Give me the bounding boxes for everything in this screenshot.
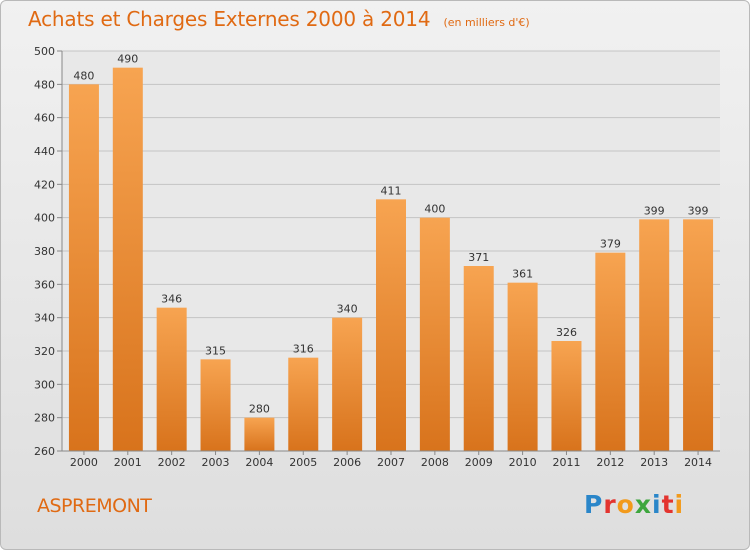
x-tick-label-2000: 2000 (70, 456, 98, 469)
bar-2008 (419, 217, 450, 451)
bar-2013 (639, 219, 670, 451)
data-label-2013: 399 (644, 204, 665, 217)
y-tick-label: 440 (34, 145, 55, 158)
bar-2011 (551, 341, 582, 451)
x-tick-label-2011: 2011 (552, 456, 580, 469)
y-tick-label: 380 (34, 245, 55, 258)
x-tick-label-2001: 2001 (114, 456, 142, 469)
data-label-2005: 316 (293, 343, 314, 356)
data-label-2006: 340 (337, 303, 358, 316)
x-tick-label-2012: 2012 (596, 456, 624, 469)
bar-2010 (507, 282, 538, 451)
data-label-2010: 361 (512, 268, 533, 281)
x-tick-label-2002: 2002 (158, 456, 186, 469)
y-tick-label: 300 (34, 378, 55, 391)
data-label-2004: 280 (249, 403, 270, 416)
y-tick-label: 260 (34, 445, 55, 458)
bar-2002 (156, 307, 187, 451)
brand-letter: i (652, 490, 662, 519)
title-row: Achats et Charges Externes 2000 à 2014 (… (28, 7, 530, 31)
x-tick-label-2007: 2007 (377, 456, 405, 469)
data-label-2011: 326 (556, 326, 577, 339)
x-tick-label-2005: 2005 (289, 456, 317, 469)
bar-2009 (463, 266, 494, 451)
x-tick-label-2004: 2004 (245, 456, 273, 469)
x-tick-label-2010: 2010 (509, 456, 537, 469)
bar-2005 (288, 357, 319, 451)
data-label-2007: 411 (381, 184, 402, 197)
data-label-2003: 315 (205, 344, 226, 357)
bar-2006 (332, 317, 363, 451)
y-tick-label: 400 (34, 212, 55, 225)
chart-subtitle: (en milliers d'€) (443, 16, 530, 29)
bar-2000 (68, 84, 99, 451)
bar-2007 (376, 199, 406, 451)
bar-2012 (595, 252, 626, 451)
data-label-2014: 399 (688, 204, 709, 217)
x-tick-label-2003: 2003 (202, 456, 230, 469)
bar-2001 (112, 67, 143, 452)
y-tick-label: 500 (34, 45, 55, 58)
data-label-2008: 400 (424, 203, 445, 216)
x-tick-label-2006: 2006 (333, 456, 361, 469)
data-label-2002: 346 (161, 293, 182, 306)
bar-2014 (683, 219, 714, 451)
y-tick-label: 340 (34, 312, 55, 325)
brand-letter: i (674, 490, 685, 519)
chart-title: Achats et Charges Externes 2000 à 2014 (28, 7, 431, 31)
data-label-2001: 490 (117, 53, 138, 66)
bar-2003 (200, 359, 231, 451)
y-tick-label: 460 (34, 112, 55, 125)
data-label-2009: 371 (468, 251, 489, 264)
y-tick-label: 420 (34, 178, 55, 191)
brand-letter: t (661, 490, 675, 519)
y-tick-label: 320 (34, 345, 55, 358)
x-tick-label-2008: 2008 (421, 456, 449, 469)
brand-letter: r (603, 490, 617, 519)
brand-letter: P (584, 490, 604, 519)
x-tick-label-2014: 2014 (684, 456, 712, 469)
brand-logo: Proxiti (584, 490, 684, 519)
x-tick-label-2009: 2009 (465, 456, 493, 469)
x-tick-label-2013: 2013 (640, 456, 668, 469)
data-label-2012: 379 (600, 238, 621, 251)
data-label-2000: 480 (73, 69, 94, 82)
y-tick-label: 280 (34, 412, 55, 425)
bar-2004 (244, 417, 275, 451)
brand-letter: x (634, 490, 652, 519)
y-tick-label: 480 (34, 78, 55, 91)
y-tick-label: 360 (34, 278, 55, 291)
place-name: ASPREMONT (37, 495, 152, 517)
brand-letter: o (616, 490, 635, 519)
